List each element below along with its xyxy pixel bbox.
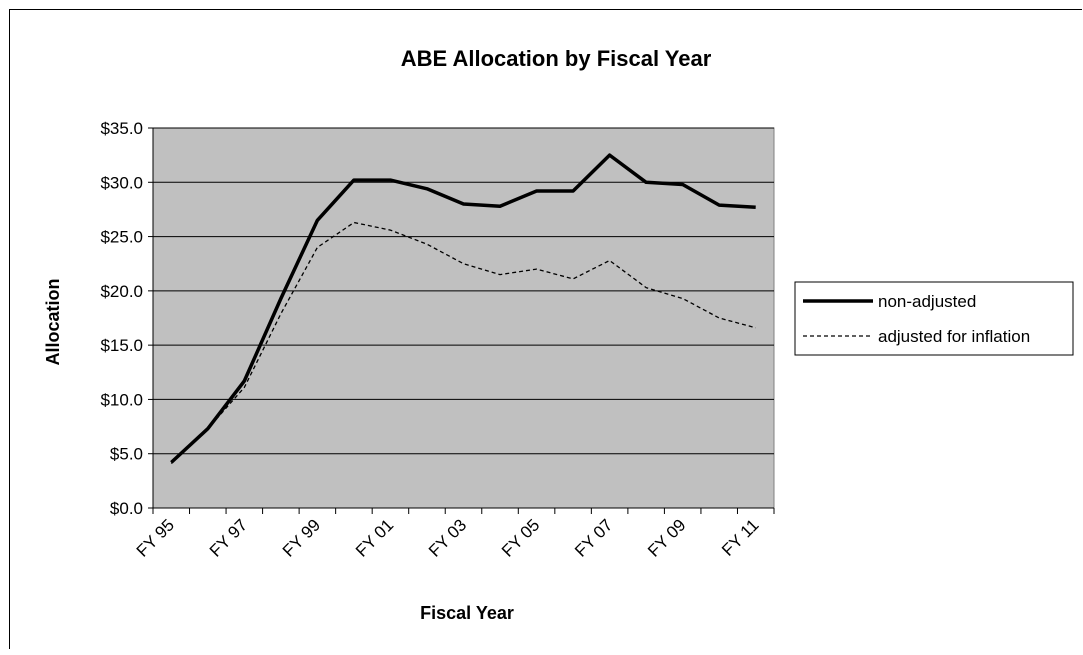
x-tick-label: FY 03: [425, 515, 470, 560]
y-tick-label: $20.0: [100, 282, 143, 301]
y-tick-label: $5.0: [110, 445, 143, 464]
plot-area: [152, 127, 775, 509]
legend: non-adjusted adjusted for inflation: [794, 281, 1074, 356]
y-tick-label: $35.0: [100, 119, 143, 138]
plot-background: [152, 127, 775, 509]
series-line-non-adjusted: [170, 153, 756, 464]
chart-frame: ABE Allocation by Fiscal Year $0.0 $5.0 $1…: [9, 9, 1082, 649]
y-tick-label: $15.0: [100, 336, 143, 355]
x-tick-label: FY 09: [644, 515, 689, 560]
x-tick-label: FY 95: [133, 515, 178, 560]
x-axis-title: Fiscal Year: [420, 603, 514, 623]
x-tick-label: FY 11: [718, 515, 762, 559]
x-tick-label: FY 05: [498, 515, 543, 560]
x-tick-label: FY 01: [352, 515, 397, 560]
series-line-adjusted: [170, 221, 756, 464]
x-axis-ticks: FY 95 FY 97 FY 99 FY 01 FY 03 FY 05 FY 07 FY 09…: [133, 508, 775, 561]
y-tick-label: $25.0: [100, 228, 143, 247]
legend-box: [794, 281, 1074, 356]
legend-label-adjusted: adjusted for inflation: [878, 327, 1030, 346]
y-tick-label: $0.0: [110, 499, 143, 518]
chart-title: ABE Allocation by Fiscal Year: [401, 46, 712, 71]
x-tick-label: FY 07: [571, 515, 616, 560]
y-axis-ticks: $0.0 $5.0 $10.0 $15.0 $20.0 $25.0 $30.0 $35.0: [100, 119, 774, 518]
y-tick-label: $10.0: [100, 390, 143, 409]
chart-svg: ABE Allocation by Fiscal Year $0.0 $5.0 $1…: [43, 46, 1074, 623]
series-lines: [170, 153, 756, 464]
legend-label-non-adjusted: non-adjusted: [878, 292, 976, 311]
x-tick-label: FY 97: [206, 515, 251, 560]
y-tick-label: $30.0: [100, 173, 143, 192]
x-tick-label: FY 99: [279, 515, 324, 560]
y-axis-title: Allocation: [43, 278, 63, 365]
